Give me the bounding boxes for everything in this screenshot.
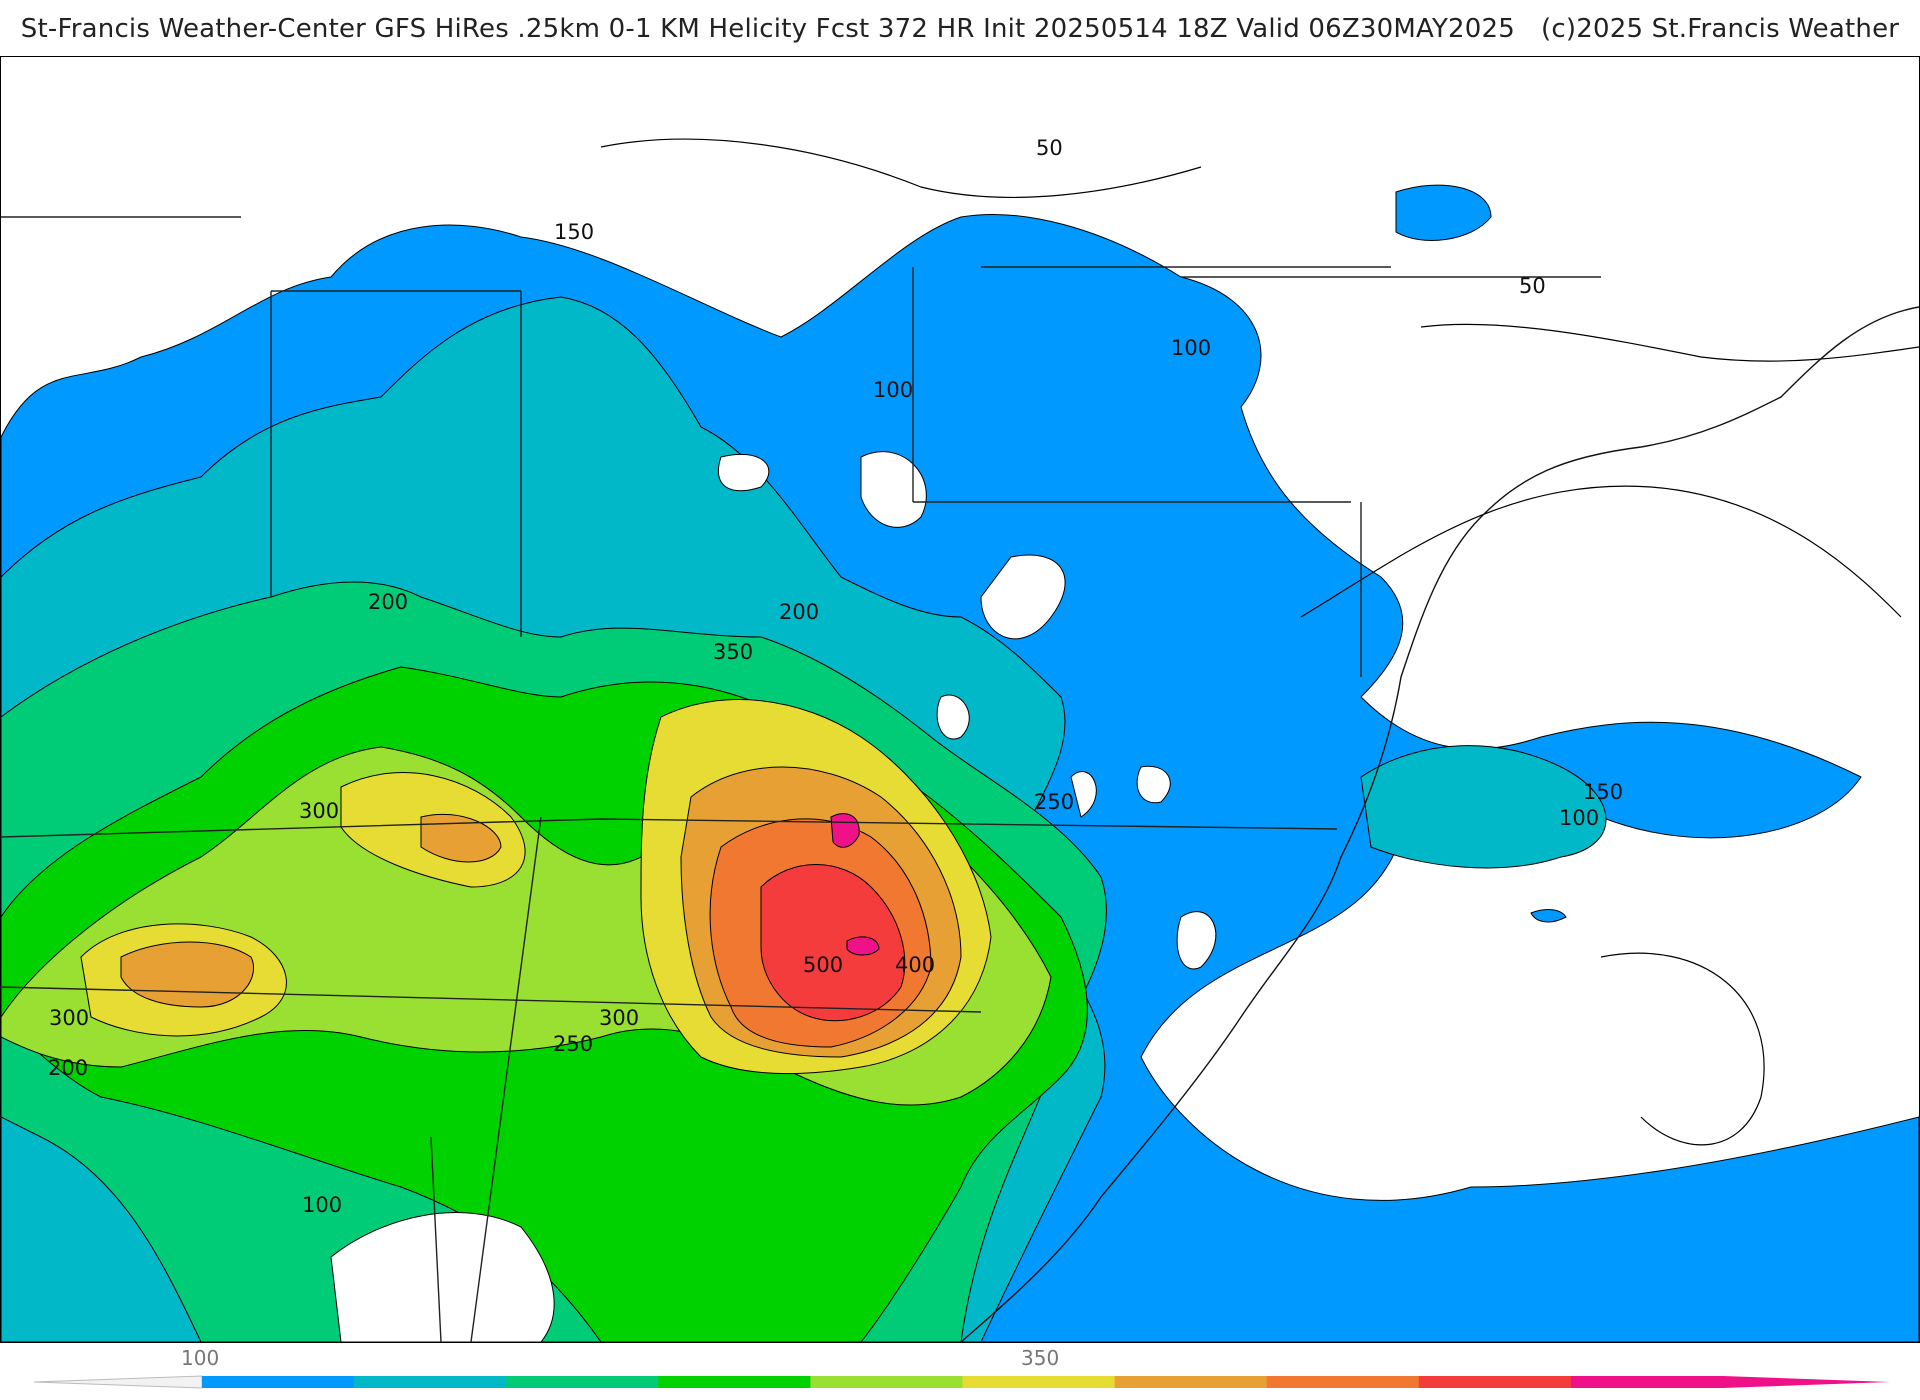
label-200-west: 200 <box>368 590 408 614</box>
contour-labels: 50 50 150 100 100 200 200 350 300 250 15… <box>48 136 1623 1217</box>
hole-sw <box>330 1212 555 1342</box>
coastline <box>960 306 1919 1342</box>
label-50-northeast: 50 <box>1519 274 1546 298</box>
helicity-contour-lines <box>600 138 1919 1146</box>
colorbar-ramp <box>33 1375 1890 1389</box>
border-11 <box>430 1136 442 1342</box>
label-50-north: 50 <box>1036 136 1063 160</box>
border-9 <box>1 986 982 1013</box>
contour-ocean-2 <box>1600 952 1765 1146</box>
hole-md <box>980 554 1066 640</box>
contour-50-north <box>600 138 1202 199</box>
label-350: 350 <box>713 640 753 664</box>
colorbar-tick-350: 350 <box>1021 1346 1060 1370</box>
hole-dc <box>936 694 970 740</box>
label-500: 500 <box>803 953 843 977</box>
hole-pa <box>860 451 927 528</box>
title-text: St-Francis Weather-Center GFS HiRes .25k… <box>20 14 1516 44</box>
label-100-ocean: 100 <box>1559 806 1599 830</box>
colorbar-bin <box>506 1376 659 1388</box>
label-100-pa: 100 <box>873 378 913 402</box>
fill-100-ocean-blob <box>1530 909 1567 923</box>
state-boundaries <box>1 216 1601 1342</box>
map-canvas: 50 50 150 100 100 200 200 350 300 250 15… <box>1 136 1919 1342</box>
label-400: 400 <box>895 953 935 977</box>
hole-nc-coast <box>1176 911 1217 970</box>
label-150-north: 150 <box>554 220 594 244</box>
colorbar-bin <box>202 1376 355 1388</box>
colorbar-bins <box>202 1376 1724 1388</box>
colorbar-bin <box>1266 1376 1420 1388</box>
colorbar-bin <box>810 1376 963 1388</box>
map-title: St-Francis Weather-Center GFS HiRes .25k… <box>0 14 1920 54</box>
label-250-east: 250 <box>1034 790 1074 814</box>
border-8 <box>1 818 1338 838</box>
fill-150-ocean <box>1360 745 1607 869</box>
colorbar-left-arrow <box>33 1375 203 1389</box>
colorbar-bin <box>658 1376 811 1388</box>
fill-500-main <box>760 864 906 1022</box>
label-100-south: 100 <box>302 1193 342 1217</box>
label-200-southwest: 200 <box>48 1056 88 1080</box>
colorbar-right-arrow <box>1723 1376 1890 1388</box>
helicity-fill-layers <box>1 184 1919 1342</box>
colorbar-tick-100: 100 <box>181 1346 220 1370</box>
fill-100-northeast <box>1395 184 1492 241</box>
contour-ocean <box>1300 485 1902 618</box>
coast-east <box>960 306 1919 1342</box>
label-300-west: 300 <box>299 799 339 823</box>
contour-50-northeast <box>1420 323 1919 362</box>
label-200-central: 200 <box>779 600 819 624</box>
colorbar-bin <box>354 1376 507 1388</box>
border-10 <box>470 816 542 1342</box>
colorbar-bin <box>1570 1376 1724 1388</box>
colorbar-bin <box>1418 1376 1572 1388</box>
no-fill-holes <box>330 451 1217 1342</box>
copyright-text: (c)2025 St.Francis Weather <box>1541 14 1900 44</box>
label-100-ny: 100 <box>1171 336 1211 360</box>
colorbar-bin <box>1114 1376 1268 1388</box>
color-scale-bar: 100 350 <box>0 1342 1920 1400</box>
hole-va-1 <box>717 453 770 492</box>
fill-550-south <box>846 936 880 956</box>
label-150-ocean: 150 <box>1583 780 1623 804</box>
colorbar-bin <box>962 1376 1116 1388</box>
helicity-map: 50 50 150 100 100 200 200 350 300 250 15… <box>0 56 1920 1343</box>
fill-400-mid <box>420 813 502 863</box>
label-250-south: 250 <box>553 1032 593 1056</box>
label-300-south: 300 <box>599 1006 639 1030</box>
hole-va-3 <box>1070 771 1097 818</box>
label-300-southwest: 300 <box>49 1006 89 1030</box>
hole-va-2 <box>1136 765 1171 804</box>
